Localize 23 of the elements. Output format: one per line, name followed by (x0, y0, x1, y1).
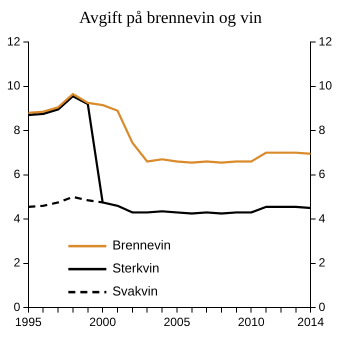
y-tick-label: 4 (14, 211, 21, 226)
x-tick-label: 2000 (89, 315, 116, 330)
x-tick-label: 2014 (297, 315, 324, 330)
x-tick-label: 2010 (238, 315, 265, 330)
y2-tick-label: 4 (318, 211, 326, 226)
legend-label: Svakvin (112, 284, 158, 299)
y2-tick-label: 10 (318, 78, 332, 93)
y-tick-label: 10 (6, 78, 21, 93)
y-tick-label: 6 (14, 167, 21, 182)
y2-tick-label: 8 (318, 122, 326, 137)
legend-label: Brennevin (112, 238, 171, 253)
x-tick-label: 2005 (164, 315, 191, 330)
y2-tick-label: 2 (318, 256, 326, 270)
y-tick-label: 12 (6, 34, 21, 48)
chart-title: Avgift på brennevin og vin (78, 8, 263, 29)
y-tick-label: 8 (14, 122, 21, 137)
y-tick-label: 2 (14, 256, 21, 270)
y2-tick-label: 0 (318, 300, 326, 314)
y-tick-label: 0 (14, 300, 21, 314)
x-tick-label: 1995 (14, 315, 42, 330)
y2-tick-label: 6 (318, 167, 326, 182)
legend-label: Sterkvin (112, 260, 160, 276)
y2-tick-label: 12 (318, 34, 332, 48)
